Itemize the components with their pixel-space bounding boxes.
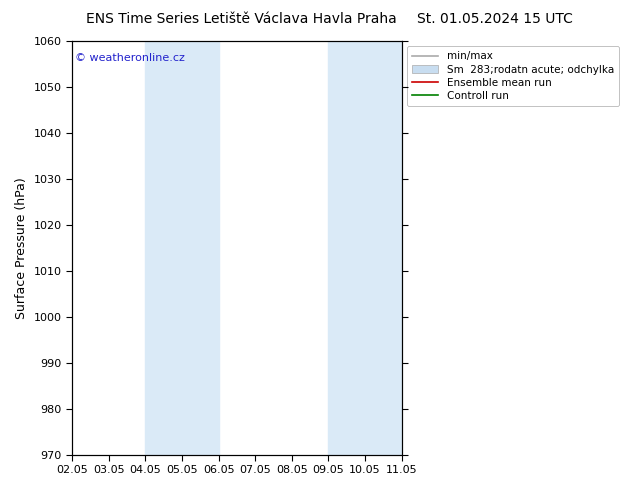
Text: St. 01.05.2024 15 UTC: St. 01.05.2024 15 UTC xyxy=(417,12,573,26)
Text: ENS Time Series Letiště Václava Havla Praha: ENS Time Series Letiště Václava Havla Pr… xyxy=(86,12,396,26)
Legend: min/max, Sm  283;rodatn acute; odchylka, Ensemble mean run, Controll run: min/max, Sm 283;rodatn acute; odchylka, … xyxy=(407,46,619,106)
Bar xyxy=(145,41,219,455)
Bar xyxy=(328,41,402,455)
Text: © weatheronline.cz: © weatheronline.cz xyxy=(75,53,185,64)
Y-axis label: Surface Pressure (hPa): Surface Pressure (hPa) xyxy=(15,177,28,318)
